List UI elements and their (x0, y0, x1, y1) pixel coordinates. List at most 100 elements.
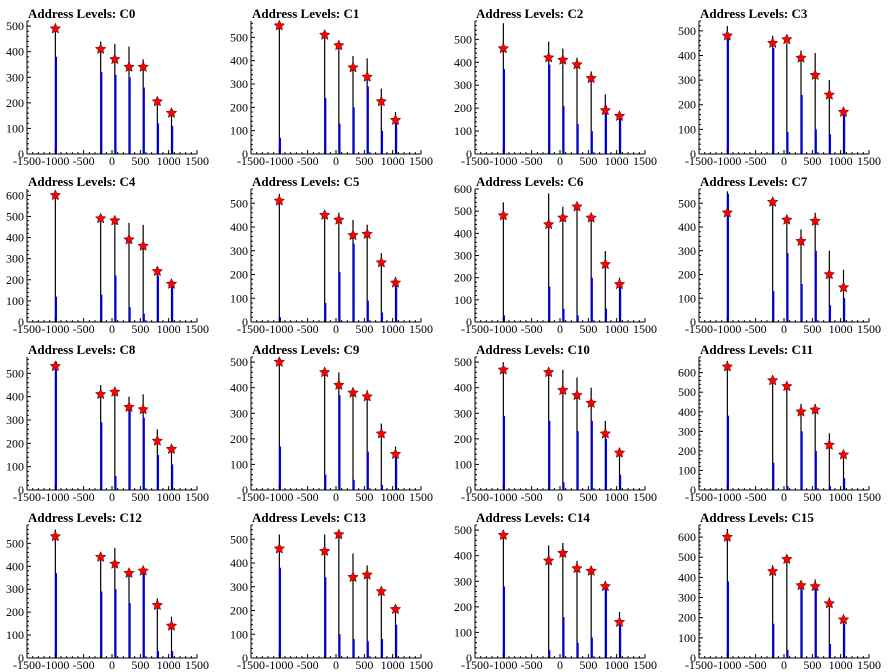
x-tick-label: -500 (297, 658, 319, 672)
y-tick-label: 300 (454, 249, 472, 263)
x-tick-label: 500 (579, 490, 597, 504)
blue-bar (800, 94, 803, 154)
y-tick-label: 100 (454, 124, 472, 138)
blue-bar (338, 395, 341, 490)
x-tick-label: -500 (745, 490, 767, 504)
blue-bar (171, 464, 174, 490)
peak-marker (781, 33, 793, 45)
y-tick-label: 600 (678, 530, 696, 544)
blue-bar (128, 307, 131, 322)
x-tick-label: 500 (803, 490, 821, 504)
x-tick-label: -500 (521, 322, 543, 336)
peak-marker (542, 366, 555, 378)
y-tick-label: 100 (6, 628, 24, 642)
panel-title: Address Levels: C3 (700, 6, 808, 21)
y-tick-label: 100 (454, 457, 472, 471)
x-tick-label: 1500 (185, 658, 209, 672)
blue-bar (157, 275, 160, 322)
peak-marker (347, 229, 359, 241)
blue-bar (128, 77, 131, 154)
y-tick-label: 200 (6, 436, 24, 450)
peak-marker (781, 380, 793, 392)
peak-marker (375, 95, 388, 107)
x-tick-label: 1000 (605, 322, 629, 336)
blue-bar (576, 642, 579, 658)
blue-bar (562, 482, 565, 490)
y-tick-label: 400 (454, 226, 472, 240)
peak-marker (781, 213, 793, 225)
peak-marker (318, 366, 331, 378)
blue-bar (114, 275, 117, 322)
black-bar (772, 376, 774, 490)
peak-marker (389, 603, 402, 615)
peak-marker (837, 281, 850, 293)
peak-marker (571, 389, 583, 401)
x-tick-label: 1500 (409, 658, 433, 672)
peak-marker (721, 531, 734, 542)
blue-bar (815, 250, 817, 322)
peak-marker (809, 215, 821, 226)
peak-marker (585, 565, 597, 576)
blue-bar (395, 624, 398, 658)
blue-bar (576, 431, 579, 490)
y-tick-label: 500 (454, 523, 472, 537)
x-tick-label: 500 (803, 322, 821, 336)
peak-marker (361, 71, 373, 82)
black-bar (786, 384, 788, 490)
blue-bar (367, 86, 369, 154)
peak-marker (123, 567, 135, 578)
blue-bar (503, 69, 506, 154)
blue-bar (381, 484, 384, 490)
black-bar (100, 216, 102, 322)
x-tick-label: 1000 (829, 322, 853, 336)
blue-bar (171, 125, 174, 154)
y-tick-label: 300 (6, 70, 24, 84)
panel-title: Address Levels: C6 (476, 174, 584, 189)
peak-marker (766, 196, 779, 207)
x-tick-label: 1500 (857, 322, 881, 336)
x-tick-label: -1000 (41, 322, 69, 336)
x-tick-label: 0 (333, 322, 339, 336)
x-tick-label: 0 (109, 490, 115, 504)
x-tick-label: 0 (333, 490, 339, 504)
peak-marker (823, 439, 836, 450)
y-tick-label: 500 (454, 204, 472, 218)
peak-marker (151, 95, 164, 107)
blue-bar (727, 35, 730, 154)
peak-marker (599, 580, 612, 592)
peak-marker (837, 106, 850, 117)
blue-bar (395, 121, 398, 154)
blue-bar (503, 586, 506, 658)
y-tick-label: 400 (6, 559, 24, 573)
peak-marker (109, 386, 121, 397)
x-tick-label: 1000 (381, 322, 405, 336)
peak-marker (571, 562, 583, 574)
peak-marker (333, 213, 345, 225)
peak-marker (795, 405, 807, 417)
peak-marker (49, 189, 62, 201)
y-tick-label: 500 (454, 355, 472, 369)
blue-bar (562, 617, 565, 658)
x-tick-label: -500 (521, 154, 543, 168)
peak-marker (318, 545, 331, 556)
blue-bar (100, 591, 103, 658)
x-tick-label: -500 (297, 490, 319, 504)
y-tick-label: 0 (242, 147, 248, 161)
peak-marker (123, 61, 135, 72)
peak-marker (347, 386, 359, 398)
peak-marker (137, 403, 149, 415)
y-tick-label: 0 (242, 315, 248, 329)
peak-marker (571, 58, 583, 70)
x-tick-label: 1500 (633, 658, 657, 672)
x-tick-label: 1000 (381, 658, 405, 672)
y-tick-label: 500 (230, 355, 248, 369)
chart-panel-14: Address Levels: C14 -1500 -1000 -500 0 500 100… (454, 510, 657, 672)
peak-marker (613, 278, 626, 290)
blue-bar (171, 651, 174, 658)
panel-title: Address Levels: C8 (28, 342, 136, 357)
y-tick-label: 400 (230, 556, 248, 570)
x-tick-label: 500 (131, 490, 149, 504)
x-tick-label: 500 (579, 658, 597, 672)
y-tick-label: 300 (678, 73, 696, 87)
x-tick-label: 1000 (605, 154, 629, 168)
